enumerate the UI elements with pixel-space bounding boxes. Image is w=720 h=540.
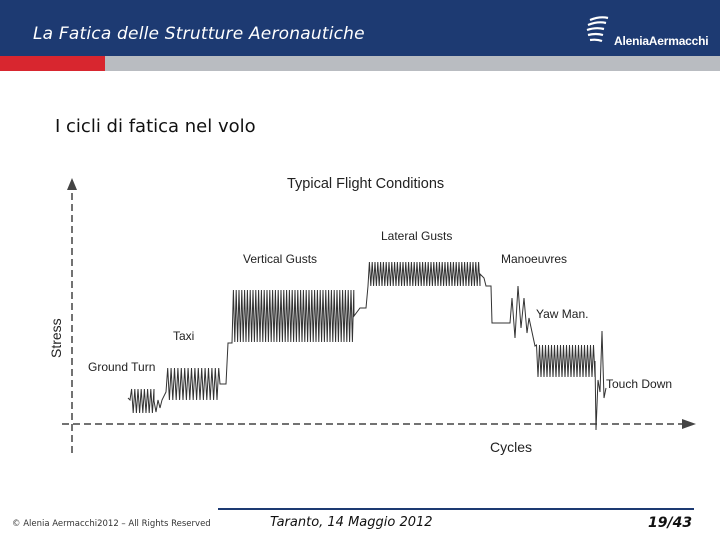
label-ground-turn: Ground Turn bbox=[88, 360, 155, 374]
x-axis-arrow bbox=[682, 419, 696, 429]
footer-location-date: Taranto, 14 Maggio 2012 bbox=[270, 515, 433, 530]
header-title: La Fatica delle Strutture Aeronautiche bbox=[33, 24, 365, 44]
logo-icon bbox=[586, 16, 609, 43]
label-lateral-gusts: Lateral Gusts bbox=[381, 229, 452, 243]
y-axis-arrow bbox=[67, 178, 77, 190]
accent-bar-red bbox=[0, 56, 105, 71]
label-touch-down: Touch Down bbox=[606, 377, 672, 391]
label-manoeuvres: Manoeuvres bbox=[501, 252, 567, 266]
label-vertical-gusts: Vertical Gusts bbox=[243, 252, 317, 266]
accent-bar-gray bbox=[105, 56, 720, 71]
page-number: 19/43 bbox=[648, 515, 693, 531]
diagram-title: Typical Flight Conditions bbox=[287, 176, 444, 192]
footer-divider bbox=[218, 508, 694, 510]
slide-title: I cicli di fatica nel volo bbox=[55, 116, 256, 137]
logo-text: AleniaAermacchi bbox=[614, 34, 709, 48]
label-taxi: Taxi bbox=[173, 329, 194, 343]
footer-copyright: © Alenia Aermacchi2012 – All Rights Rese… bbox=[12, 519, 211, 529]
flight-stress-diagram: Typical Flight Conditions Stress Cycles … bbox=[48, 176, 696, 455]
label-yaw-man: Yaw Man. bbox=[536, 307, 588, 321]
header-bar: La Fatica delle Strutture Aeronautiche A… bbox=[0, 0, 720, 56]
stress-trace bbox=[127, 261, 607, 431]
y-axis-label: Stress bbox=[48, 318, 64, 358]
company-logo: AleniaAermacchi bbox=[586, 14, 712, 50]
x-axis-label: Cycles bbox=[490, 439, 532, 455]
